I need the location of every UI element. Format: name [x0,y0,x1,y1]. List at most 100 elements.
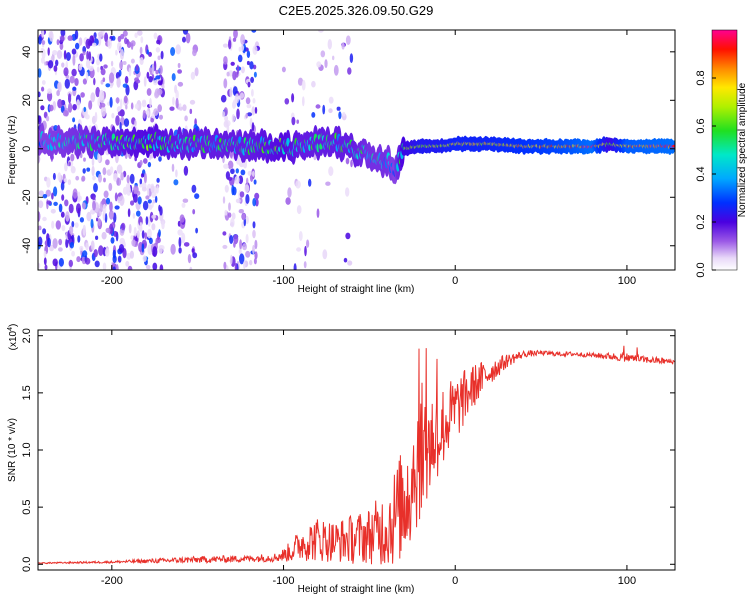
noise-blob [112,255,117,264]
noise-blob [333,64,339,76]
noise-blob [81,202,86,210]
noise-blob [110,237,115,244]
noise-blob [252,98,256,104]
noise-blob [151,223,156,231]
noise-blob [141,243,145,253]
noise-blob [245,216,249,225]
noise-blob [43,257,47,266]
noise-blob [90,92,96,103]
noise-blob [60,181,65,191]
noise-blob [229,235,234,244]
noise-blob [158,204,161,212]
noise-blob [194,67,199,77]
noise-blob [122,61,127,65]
noise-blob [284,98,290,105]
noise-blob [97,31,104,38]
noise-blob [192,49,197,57]
noise-blob [130,200,135,206]
noise-blob [63,50,67,60]
noise-blob [345,35,351,45]
noise-blob [129,173,135,184]
snr-xtick-label: 100 [618,575,636,587]
noise-blob [155,75,161,80]
noise-blob [313,154,317,161]
noise-blob [173,179,179,186]
noise-blob [234,93,240,104]
noise-blob [94,111,98,123]
spectrogram-ylabel: Frequency (Hz) [7,116,18,185]
noise-blob [100,105,107,117]
noise-blob [233,30,238,39]
noise-blob [118,244,125,253]
noise-blob [239,191,245,198]
noise-blob [148,51,152,57]
noise-blob [298,231,303,241]
noise-blob [146,187,150,198]
noise-blob [77,235,81,243]
noise-blob [38,190,44,196]
noise-blob [57,82,61,90]
colorbar-ticks: 0.0 0.2 0.4 0.6 0.8 [695,70,716,278]
noise-blob [109,201,113,212]
noise-blob [115,49,118,56]
noise-blob [142,109,146,119]
noise-blob [50,209,56,214]
noise-blob [231,184,235,196]
noise-blob [189,99,196,105]
noise-blob [86,167,91,172]
noise-blob [147,161,152,168]
noise-blob [55,59,59,67]
figure-title: C2E5.2025.326.09.50.G29 [279,3,434,18]
snr-ytick-label: 1.5 [21,385,33,400]
noise-blob [85,114,90,120]
noise-blob [47,47,50,56]
noise-blob [97,218,101,227]
spectrogram-ytick-label: 40 [21,46,33,58]
noise-blob [41,86,45,92]
noise-blob [141,186,147,192]
noise-blob [95,235,99,240]
noise-blob [130,42,134,50]
noise-blob [152,246,158,258]
snr-frame [37,329,676,571]
noise-blob [53,186,58,197]
noise-blob [239,239,243,251]
noise-blob [141,100,147,108]
noise-blob [120,222,126,231]
noise-blob [119,61,123,70]
noise-blob [296,119,300,124]
noise-blob [246,50,251,58]
spectrogram-ytick-label: 0 [21,146,33,152]
noise-blob [156,177,160,183]
noise-blob [328,166,334,177]
noise-blob [53,201,58,206]
noise-blob [64,78,71,89]
noise-blob [149,97,152,109]
noise-blob [252,244,255,255]
noise-blob [251,30,257,33]
noise-blob [136,210,141,217]
noise-blob [133,193,138,203]
noise-blob [247,81,251,88]
noise-blob [82,78,87,85]
noise-blob [67,179,72,186]
noise-blob [183,242,190,247]
noise-blob [116,177,122,186]
noise-blob [85,71,89,81]
noise-blob [101,200,105,205]
noise-blob [90,209,94,215]
noise-blob [178,237,182,248]
noise-blob [56,50,63,59]
noise-blob [60,30,66,37]
noise-blob [72,104,77,111]
noise-blob [146,88,152,96]
noise-blob [247,170,252,176]
noise-blob [64,162,68,172]
noise-blob [75,42,80,50]
noise-blob [291,93,295,103]
noise-blob [63,67,69,77]
noise-blob [139,221,143,231]
noise-blob [108,72,115,84]
spectrogram-xtick-label: -100 [273,275,295,287]
noise-blob [192,252,198,259]
